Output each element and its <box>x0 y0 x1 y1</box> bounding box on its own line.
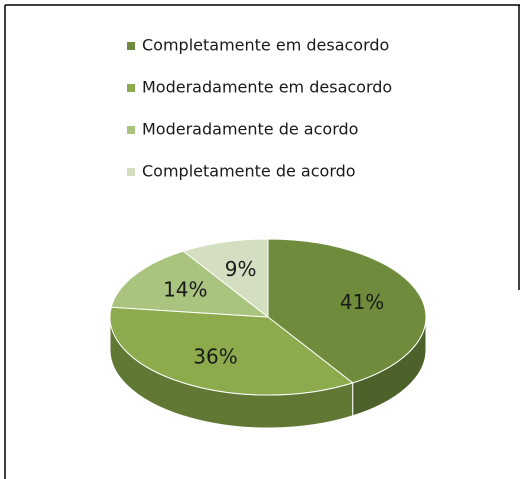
pie-slice <box>267 238 427 384</box>
legend-swatch <box>127 84 135 92</box>
legend-swatch <box>127 126 135 134</box>
legend-label: Completamente de acordo <box>142 162 356 181</box>
data-label: 41% <box>340 290 384 314</box>
data-label: 14% <box>163 278 207 302</box>
legend-swatch <box>127 42 135 50</box>
legend-swatch <box>127 168 135 176</box>
pie-slice <box>110 250 270 318</box>
legend-label: Completamente em desacordo <box>142 36 389 55</box>
data-label: 36% <box>193 344 237 368</box>
legend-label: Moderadamente de acordo <box>142 120 358 139</box>
data-label: 9% <box>225 257 257 281</box>
pie-slice <box>109 306 354 396</box>
legend-label: Moderadamente em desacordo <box>142 78 392 97</box>
pie-slice <box>182 238 269 319</box>
